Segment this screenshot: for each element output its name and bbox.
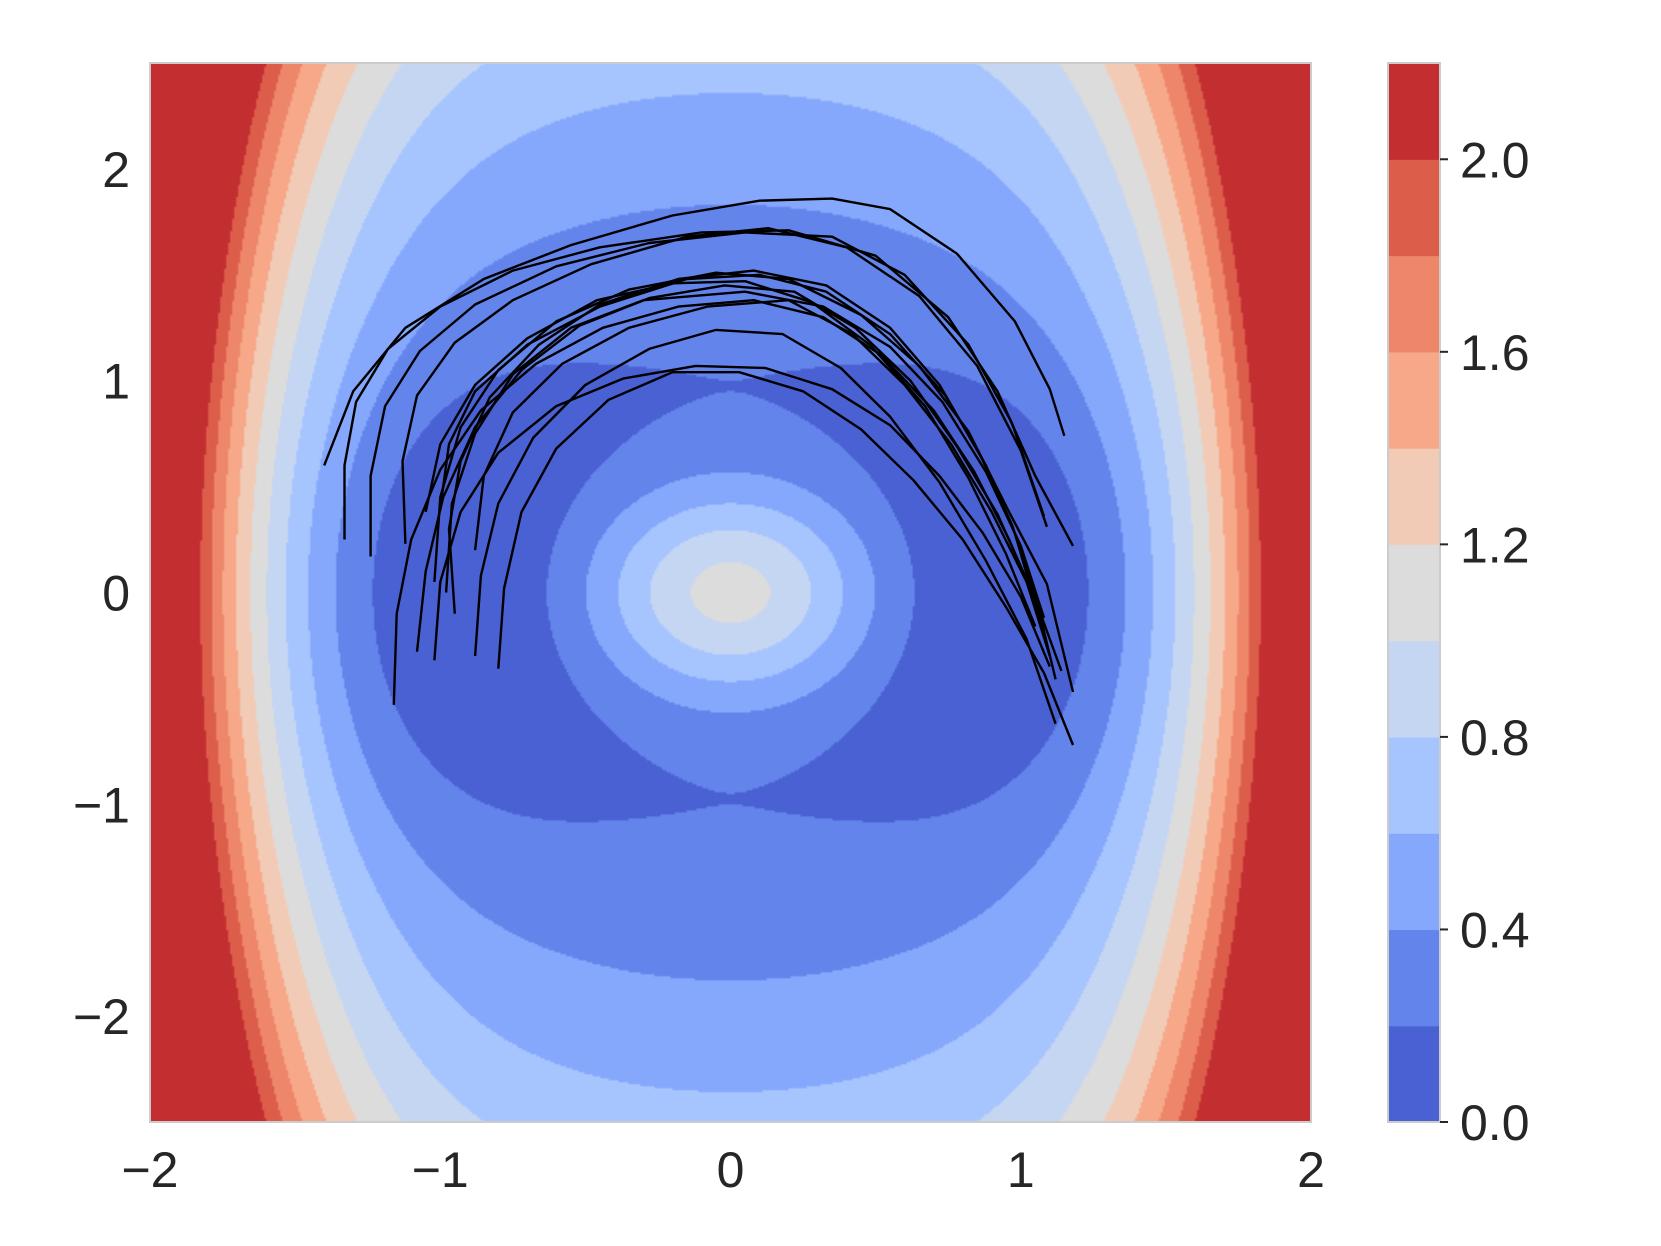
trajectory-line-3 (401, 226, 1049, 544)
trajectory-line-5 (433, 271, 1075, 693)
y-tick-label: 1 (102, 354, 130, 410)
colorbar-segment (1388, 833, 1440, 931)
colorbar-tick-label: 0.4 (1460, 902, 1530, 958)
colorbar-tick-label: 2.0 (1460, 132, 1530, 188)
colorbar-axis: 0.0 0.4 0.8 1.2 1.6 2.0 (1440, 132, 1530, 1151)
colorbar-tick-label: 1.2 (1460, 517, 1530, 573)
y-tick-label: 0 (102, 566, 130, 622)
trajectory-line-9 (392, 299, 1057, 705)
y-tick-label: −1 (73, 777, 130, 833)
x-tick-label: 1 (1007, 1142, 1035, 1198)
colorbar-segment (1388, 929, 1440, 1027)
trajectory-line-7 (424, 280, 1037, 627)
y-tick-label: 2 (102, 142, 130, 198)
colorbar-segment (1388, 1025, 1440, 1123)
colorbar-segment (1388, 255, 1440, 353)
colorbar-segment (1388, 63, 1440, 160)
colorbar-segment (1388, 448, 1440, 545)
x-tick-label: −1 (412, 1142, 469, 1198)
trajectory-line-10 (473, 328, 1057, 725)
colorbar-tick-label: 0.0 (1460, 1095, 1530, 1151)
y-axis: −2 −1 0 1 2 (73, 142, 130, 1045)
plot-frame (149, 62, 1312, 1123)
trajectory-line-15 (323, 197, 1066, 466)
plot-area (149, 62, 1312, 1123)
trajectory-line-11 (497, 371, 1075, 746)
colorbar (1387, 62, 1441, 1123)
trajectory-line-12 (433, 364, 1051, 668)
colorbar-segment (1388, 640, 1440, 738)
x-tick-label: 2 (1297, 1142, 1325, 1198)
colorbar-tick-label: 1.6 (1460, 325, 1530, 381)
colorbar-tick-label: 0.8 (1460, 710, 1530, 766)
x-axis: −2 −1 0 1 2 (121, 1142, 1324, 1198)
colorbar-frame (1387, 62, 1441, 1123)
trajectories (323, 197, 1075, 746)
y-tick-label: −2 (73, 989, 130, 1045)
trajectory-line-1 (343, 229, 1075, 547)
x-tick-label: 0 (717, 1142, 745, 1198)
x-tick-label: −2 (121, 1142, 178, 1198)
colorbar-segment (1388, 544, 1440, 642)
colorbar-segment (1388, 159, 1440, 257)
colorbar-segment (1388, 351, 1440, 449)
trajectory-line-14 (444, 290, 1046, 619)
trajectory-line-2 (369, 231, 1046, 557)
contour-field (150, 63, 1311, 1122)
colorbar-segment (1388, 736, 1440, 834)
